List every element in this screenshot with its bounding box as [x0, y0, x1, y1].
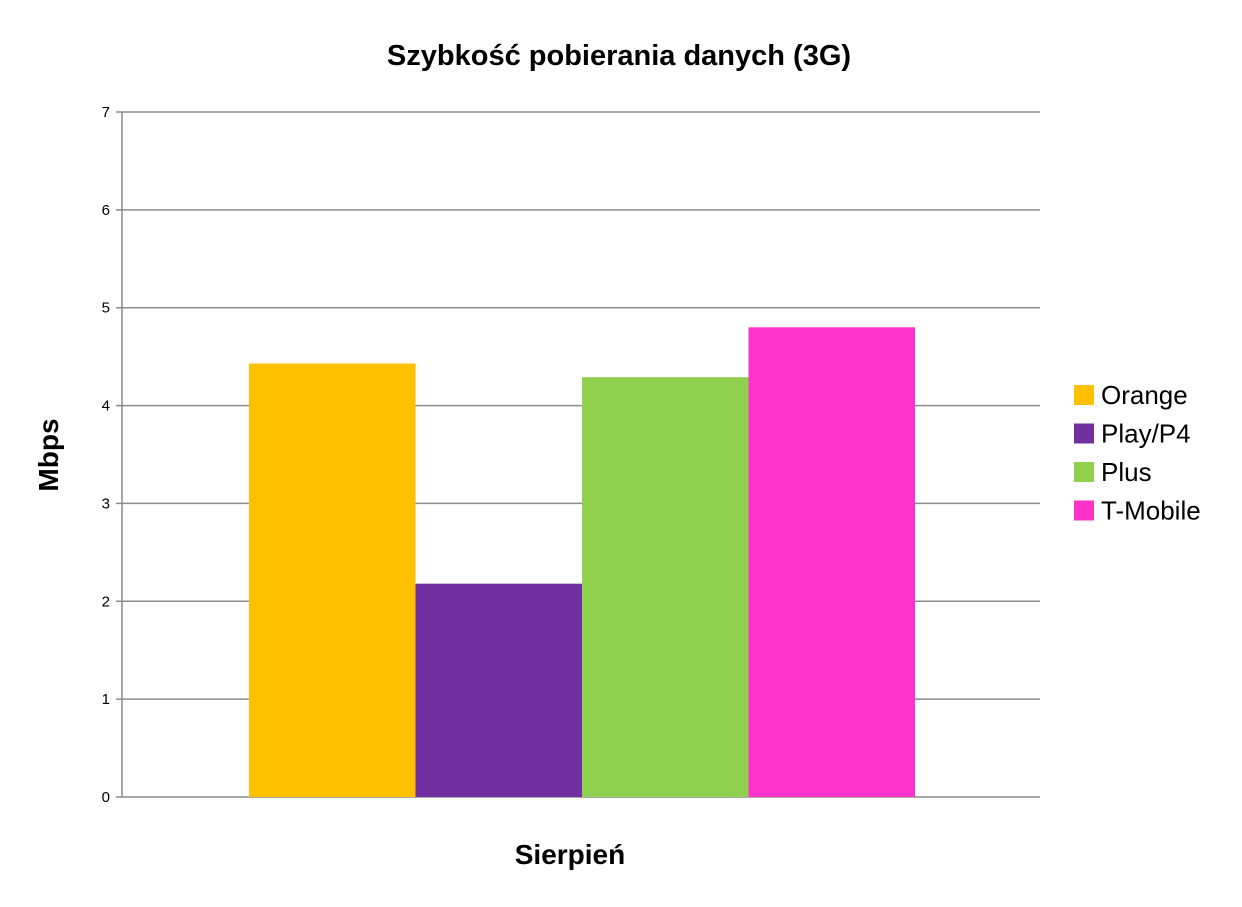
y-tick-label: 5: [102, 300, 110, 317]
y-tick-label: 3: [102, 495, 110, 512]
bars: [249, 327, 915, 797]
y-tick-label: 7: [102, 104, 110, 121]
legend-swatch: [1074, 423, 1094, 444]
legend-label: Play/P4: [1101, 419, 1191, 449]
bar-play-p4: [415, 583, 582, 797]
x-axis-label: Sierpień: [515, 839, 625, 870]
legend-label: Orange: [1101, 380, 1188, 410]
legend-label: Plus: [1101, 457, 1152, 487]
y-tick-label: 0: [102, 789, 110, 806]
legend: Orange Play/P4 Plus T-Mobile: [1074, 380, 1201, 526]
bar-plus: [582, 377, 749, 797]
bar-orange: [249, 363, 416, 797]
legend-swatch: [1074, 385, 1094, 405]
bar-t-mobile: [748, 327, 915, 797]
y-tick-label: 4: [102, 398, 110, 415]
chart-title: Szybkość pobierania danych (3G): [387, 40, 851, 72]
y-axis-label: Mbps: [33, 418, 64, 491]
legend-label: T-Mobile: [1101, 496, 1201, 526]
y-tick-labels: 0 1 2 3 4 5 6 7: [102, 104, 110, 806]
legend-swatch: [1074, 500, 1094, 521]
y-tick-label: 6: [102, 202, 110, 219]
legend-swatch: [1074, 462, 1094, 482]
y-tick-label: 2: [102, 593, 110, 610]
y-tick-label: 1: [102, 691, 110, 708]
